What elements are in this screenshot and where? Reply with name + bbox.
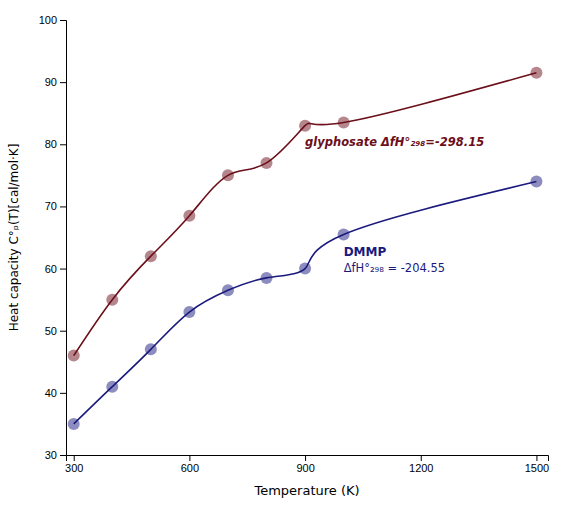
- chart: 300 600 900 1200 1500 30 40 50 60 70 80 90 100 glypho…: [0, 0, 576, 507]
- data-point: [530, 176, 542, 188]
- x-axis-tick: 1200: [409, 455, 433, 474]
- x-axis-tick-mark: [74, 455, 75, 461]
- data-point: [183, 210, 195, 222]
- y-axis-tick: 40: [45, 387, 66, 399]
- y-axis-tick-label: 40: [45, 387, 57, 399]
- y-axis-tick: 90: [45, 76, 66, 88]
- y-axis-tick-label: 70: [45, 200, 57, 212]
- y-axis-tick-mark: [60, 20, 66, 21]
- y-axis-tick-label: 80: [45, 138, 57, 150]
- data-point: [261, 157, 273, 169]
- annotation: glyphosate ΔfH°₂₉₈=-298.15: [305, 135, 484, 149]
- x-axis: 300 600 900 1200 1500: [65, 455, 549, 474]
- data-point: [183, 306, 195, 318]
- x-axis-title: Temperature (K): [253, 483, 359, 498]
- x-axis-tick-label: 300: [65, 462, 83, 474]
- series-line: [74, 73, 537, 356]
- y-axis-tick-label: 50: [45, 325, 57, 337]
- x-axis-tick-mark: [305, 455, 306, 461]
- y-axis-line: [60, 21, 67, 456]
- x-axis-tick-label: 1500: [525, 462, 549, 474]
- plot: 300 600 900 1200 1500 30 40 50 60 70 80 90 100 glypho…: [39, 14, 550, 474]
- y-axis-tick: 100: [39, 14, 66, 26]
- data-point: [145, 250, 157, 262]
- data-point: [299, 263, 311, 275]
- annotation: DMMP: [344, 245, 387, 259]
- data-point: [68, 350, 80, 362]
- series-line: [74, 182, 537, 424]
- x-axis-tick-label: 1200: [409, 462, 433, 474]
- data-point: [68, 418, 80, 430]
- y-axis-tick: 30: [45, 449, 66, 461]
- data-point: [145, 343, 157, 355]
- x-axis-tick-mark: [421, 455, 422, 461]
- y-axis-tick-label: 30: [45, 449, 57, 461]
- x-axis-tick: 900: [296, 455, 314, 474]
- y-axis-tick-mark: [60, 82, 66, 83]
- y-axis-tick-mark: [60, 144, 66, 145]
- y-axis-tick-mark: [60, 206, 66, 207]
- y-axis-tick: 80: [45, 138, 66, 150]
- x-axis-tick: 1500: [525, 455, 549, 474]
- y-axis-tick: 70: [45, 200, 66, 212]
- data-point: [299, 120, 311, 132]
- y-axis-tick-mark: [60, 269, 66, 270]
- y-axis-tick-mark: [60, 331, 66, 332]
- y-axis-tick-label: 90: [45, 76, 57, 88]
- y-axis-tick: 50: [45, 325, 66, 337]
- x-axis-tick-mark: [189, 455, 190, 461]
- x-axis-tick-label: 600: [181, 462, 199, 474]
- marks: [68, 67, 543, 430]
- y-axis-tick-mark: [60, 393, 66, 394]
- data-point: [530, 67, 542, 79]
- annotations: glyphosate ΔfH°₂₉₈=-298.15 DMMP ΔfH°₂₉₈ = …: [305, 135, 484, 276]
- y-axis-title: Heat capacity C°ₚ(T)[cal/mol·K]: [7, 144, 21, 332]
- data-point: [338, 228, 350, 240]
- y-axis-tick-mark: [60, 455, 66, 456]
- y-axis-tick-label: 60: [45, 263, 57, 275]
- x-axis-tick: 300: [65, 455, 83, 474]
- annotation: ΔfH°₂₉₈ = -204.55: [344, 261, 445, 275]
- data-point: [106, 381, 118, 393]
- data-point: [222, 169, 234, 181]
- data-point: [222, 284, 234, 296]
- data-point: [338, 117, 350, 129]
- data-point: [106, 294, 118, 306]
- x-axis-line: [67, 456, 549, 462]
- y-axis: 30 40 50 60 70 80 90 100: [39, 14, 67, 461]
- y-axis-tick-label: 100: [39, 14, 57, 26]
- x-axis-tick: 600: [181, 455, 199, 474]
- data-point: [261, 272, 273, 284]
- x-axis-tick-mark: [536, 455, 537, 461]
- x-axis-tick-label: 900: [296, 462, 314, 474]
- y-axis-tick: 60: [45, 263, 66, 275]
